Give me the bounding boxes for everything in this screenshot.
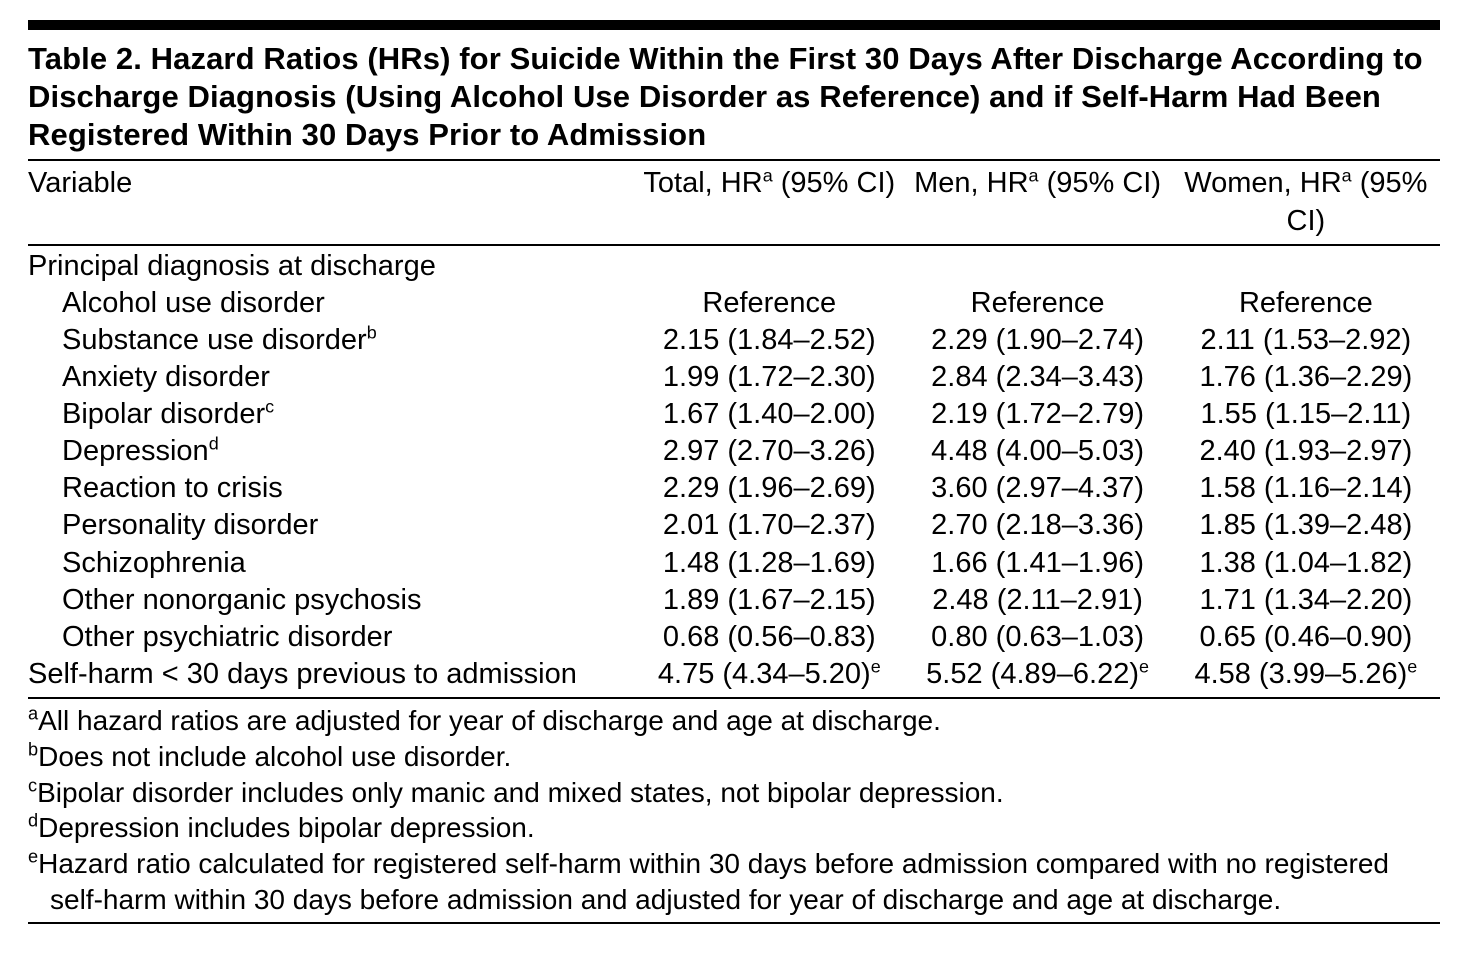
cell-total: 2.01 (1.70–2.37) [635,507,903,544]
cell-women: 1.38 (1.04–1.82) [1172,545,1440,582]
cell-total: 1.48 (1.28–1.69) [635,545,903,582]
table-row: Substance use disorderb2.15 (1.84–2.52)2… [28,322,1440,359]
row-label: Self-harm < 30 days previous to admissio… [28,656,635,693]
row-label: Reaction to crisis [28,470,635,507]
cell-men: 3.60 (2.97–4.37) [903,470,1171,507]
cell-total: 2.29 (1.96–2.69) [635,470,903,507]
table-row: Other psychiatric disorder0.68 (0.56–0.8… [28,619,1440,656]
cell-women: 1.76 (1.36–2.29) [1172,359,1440,396]
footnote: cBipolar disorder includes only manic an… [28,775,1440,811]
col-men-pre: Men, HR [914,167,1028,199]
row-label: Depressiond [28,433,635,470]
table-container: Table 2. Hazard Ratios (HRs) for Suicide… [0,0,1468,956]
header-rule-top [28,159,1440,161]
footnote: aAll hazard ratios are adjusted for year… [28,703,1440,739]
col-women-pre: Women, HR [1184,167,1341,199]
section-header: Principal diagnosis at discharge [28,248,1440,285]
col-men: Men, HRa (95% CI) [903,165,1171,241]
cell-total: 2.15 (1.84–2.52) [635,322,903,359]
table-row: Depressiond2.97 (2.70–3.26)4.48 (4.00–5.… [28,433,1440,470]
cell-men: 2.70 (2.18–3.36) [903,507,1171,544]
cell-total: 4.75 (4.34–5.20)e [635,656,903,693]
table-row: Other nonorganic psychosis1.89 (1.67–2.1… [28,582,1440,619]
section-header-row: Principal diagnosis at discharge [28,248,1440,285]
cell-men: 4.48 (4.00–5.03) [903,433,1171,470]
footnote: dDepression includes bipolar depression. [28,810,1440,846]
cell-total: 1.67 (1.40–2.00) [635,396,903,433]
col-women: Women, HRa (95% CI) [1172,165,1440,241]
cell-men: 5.52 (4.89–6.22)e [903,656,1171,693]
table-row: Reaction to crisis2.29 (1.96–2.69)3.60 (… [28,470,1440,507]
cell-total: Reference [635,285,903,322]
cell-women: 0.65 (0.46–0.90) [1172,619,1440,656]
cell-women: 2.11 (1.53–2.92) [1172,322,1440,359]
col-women-sup: a [1342,166,1352,186]
cell-men: 2.29 (1.90–2.74) [903,322,1171,359]
table-row: Alcohol use disorderReferenceReferenceRe… [28,285,1440,322]
cell-men: 2.84 (2.34–3.43) [903,359,1171,396]
col-men-post: (95% CI) [1039,167,1161,199]
row-label: Substance use disorderb [28,322,635,359]
header-row: Variable Total, HRa (95% CI) Men, HRa (9… [28,165,1440,241]
footer-rule [28,922,1440,924]
cell-women: 4.58 (3.99–5.26)e [1172,656,1440,693]
row-label: Bipolar disorderc [28,396,635,433]
col-total-sup: a [763,166,773,186]
cell-total: 1.89 (1.67–2.15) [635,582,903,619]
table-caption: Table 2. Hazard Ratios (HRs) for Suicide… [28,40,1440,153]
cell-total: 0.68 (0.56–0.83) [635,619,903,656]
col-total-post: (95% CI) [773,167,895,199]
top-rule [28,20,1440,30]
col-men-sup: a [1029,166,1039,186]
footnotes: aAll hazard ratios are adjusted for year… [28,703,1440,918]
cell-total: 2.97 (2.70–3.26) [635,433,903,470]
table-row: Personality disorder2.01 (1.70–2.37)2.70… [28,507,1440,544]
row-label: Personality disorder [28,507,635,544]
cell-men: 1.66 (1.41–1.96) [903,545,1171,582]
cell-women: 1.85 (1.39–2.48) [1172,507,1440,544]
row-label: Anxiety disorder [28,359,635,396]
cell-men: 0.80 (0.63–1.03) [903,619,1171,656]
footnote: bDoes not include alcohol use disorder. [28,739,1440,775]
hazard-ratio-table: Variable Total, HRa (95% CI) Men, HRa (9… [28,165,1440,693]
col-total: Total, HRa (95% CI) [635,165,903,241]
row-label: Other nonorganic psychosis [28,582,635,619]
row-label: Other psychiatric disorder [28,619,635,656]
cell-women: 2.40 (1.93–2.97) [1172,433,1440,470]
footnote: eHazard ratio calculated for registered … [28,846,1440,918]
row-label: Schizophrenia [28,545,635,582]
self-harm-row: Self-harm < 30 days previous to admissio… [28,656,1440,693]
table-row: Bipolar disorderc1.67 (1.40–2.00)2.19 (1… [28,396,1440,433]
table-row: Anxiety disorder1.99 (1.72–2.30)2.84 (2.… [28,359,1440,396]
table-row: Schizophrenia1.48 (1.28–1.69)1.66 (1.41–… [28,545,1440,582]
row-label: Alcohol use disorder [28,285,635,322]
cell-men: Reference [903,285,1171,322]
cell-women: 1.71 (1.34–2.20) [1172,582,1440,619]
cell-women: 1.58 (1.16–2.14) [1172,470,1440,507]
cell-men: 2.48 (2.11–2.91) [903,582,1171,619]
cell-women: Reference [1172,285,1440,322]
cell-men: 2.19 (1.72–2.79) [903,396,1171,433]
body-rule-bottom [28,697,1440,699]
cell-total: 1.99 (1.72–2.30) [635,359,903,396]
cell-women: 1.55 (1.15–2.11) [1172,396,1440,433]
col-variable: Variable [28,165,635,241]
col-total-pre: Total, HR [643,167,762,199]
table-body: Principal diagnosis at dischargeAlcohol … [28,242,1440,693]
